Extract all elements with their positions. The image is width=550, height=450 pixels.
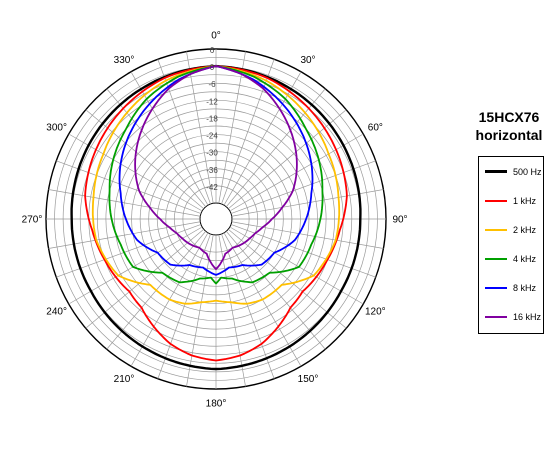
angle-label: 150° xyxy=(298,374,319,385)
legend-label: 2 kHz xyxy=(513,225,537,235)
curve-1-khz xyxy=(84,65,348,362)
db-tick-label: -36 xyxy=(206,166,218,175)
chart-title: 15HCX76 xyxy=(478,109,540,125)
db-tick-label: 6 xyxy=(210,46,215,55)
angle-label: 120° xyxy=(365,307,386,318)
legend: 500 Hz 1 kHz 2 kHz 4 kHz 8 kHz 16 kHz xyxy=(478,156,544,334)
legend-item: 8 kHz xyxy=(485,281,545,295)
db-tick-label: -30 xyxy=(206,149,218,158)
inner-ring xyxy=(199,202,233,236)
legend-label: 8 kHz xyxy=(513,283,537,293)
angle-labels: 0° 30° 60° 90° 120° 150° 180° 210° 240° 270° 300° 3… xyxy=(22,31,408,410)
db-tick-label: 0 xyxy=(210,63,215,72)
angle-label: 210° xyxy=(114,374,135,385)
curve-500-hz xyxy=(70,64,362,371)
legend-label: 500 Hz xyxy=(513,167,542,177)
legend-label: 1 kHz xyxy=(513,196,537,206)
legend-label: 16 kHz xyxy=(513,312,542,322)
angle-label: 330° xyxy=(114,55,135,66)
angle-label: 30° xyxy=(300,55,315,66)
grid-spoke xyxy=(56,160,202,214)
grid-spoke xyxy=(230,160,376,214)
db-scale: 6 0 -6 -12 -18 -24 -30 -36 -42 xyxy=(206,46,218,192)
angle-label: 90° xyxy=(392,215,407,226)
grid-spoke xyxy=(218,51,246,204)
legend-swatch xyxy=(485,316,507,318)
legend-swatch xyxy=(485,200,507,202)
grid-spoke xyxy=(186,51,214,204)
angle-label: 240° xyxy=(46,307,67,318)
legend-item: 1 kHz xyxy=(485,194,545,208)
legend-item: 16 kHz xyxy=(485,310,545,324)
angle-label: 180° xyxy=(206,399,227,410)
db-tick-label: -42 xyxy=(206,183,218,192)
legend-label: 4 kHz xyxy=(513,254,537,264)
grid-spoke xyxy=(130,71,209,206)
angle-label: 270° xyxy=(22,215,43,226)
curve-2-khz xyxy=(91,65,341,305)
legend-item: 2 kHz xyxy=(485,223,545,237)
curve-16-khz xyxy=(134,65,298,271)
grid-spoke xyxy=(157,233,211,379)
db-tick-label: -12 xyxy=(206,97,218,106)
chart-subtitle: horizontal xyxy=(475,127,543,143)
db-tick-label: -24 xyxy=(206,132,218,141)
legend-item: 500 Hz xyxy=(485,165,545,179)
angle-label: 300° xyxy=(46,123,67,134)
db-tick-label: -6 xyxy=(208,80,216,89)
grid-spoke xyxy=(85,109,204,209)
legend-item: 4 kHz xyxy=(485,252,545,266)
chart-title-block: 15HCX76 horizontal xyxy=(468,108,550,144)
angle-label: 60° xyxy=(368,123,383,134)
grid-spoke xyxy=(228,109,347,209)
legend-swatch xyxy=(485,229,507,231)
grid-spoke xyxy=(223,71,302,206)
angle-label: 0° xyxy=(211,31,221,42)
legend-swatch xyxy=(485,170,507,173)
frequency-curves xyxy=(70,64,362,371)
curve-8-khz xyxy=(118,65,314,276)
grid-spoke xyxy=(221,233,275,379)
legend-swatch xyxy=(485,287,507,289)
db-tick-label: -18 xyxy=(206,114,218,123)
legend-swatch xyxy=(485,258,507,260)
curve-4-khz xyxy=(108,65,324,285)
